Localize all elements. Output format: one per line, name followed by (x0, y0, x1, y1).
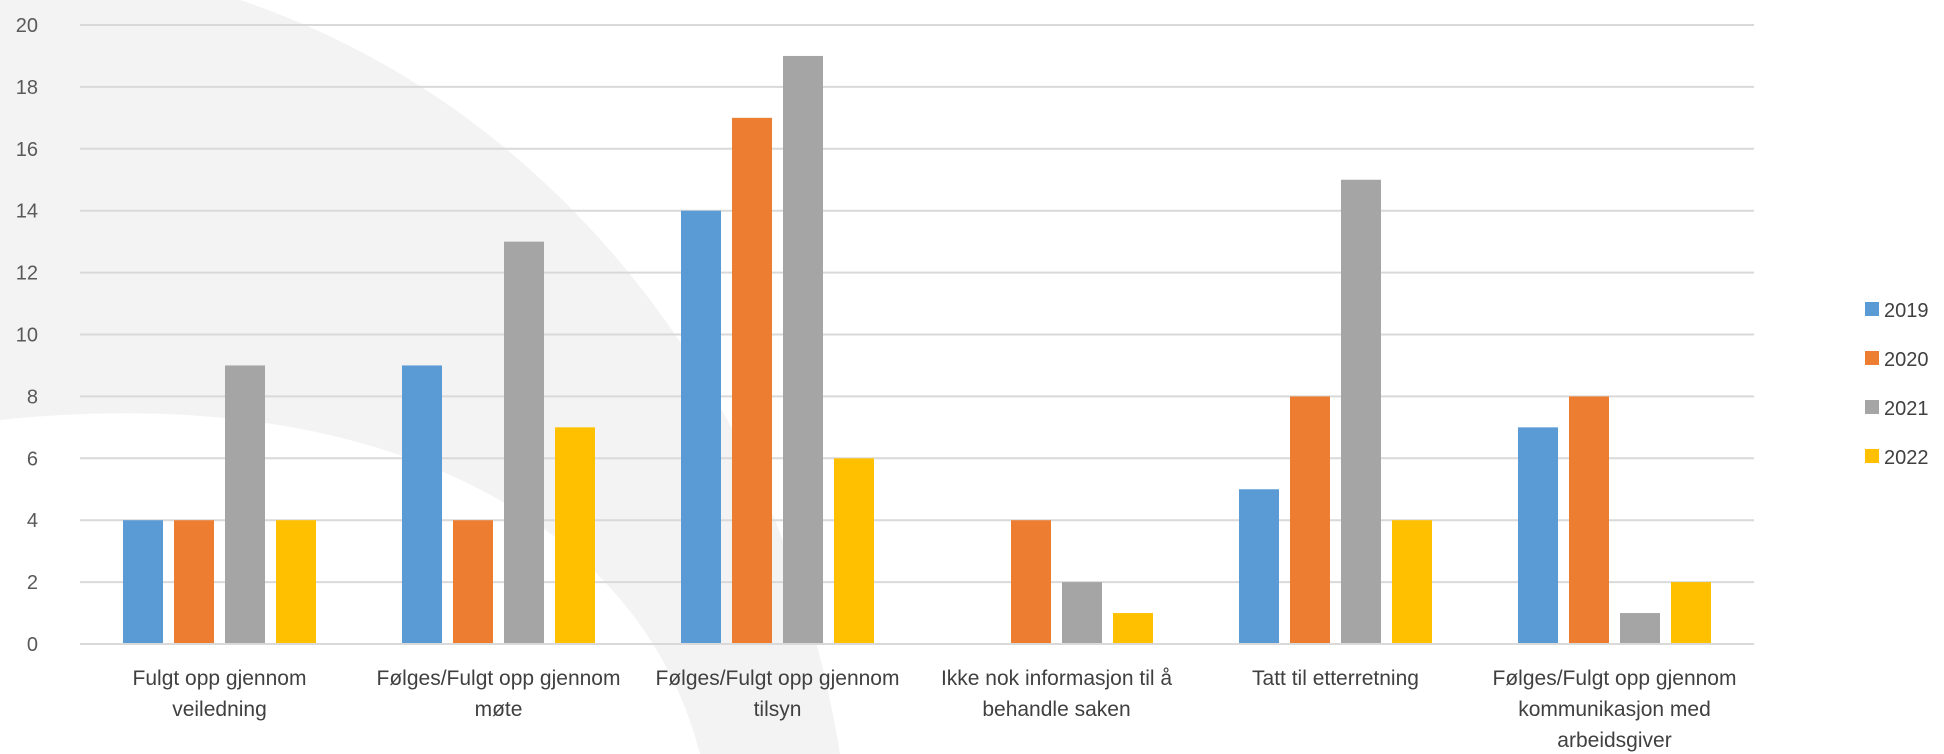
category-label: Følges/Fulgt opp gjennom (656, 667, 900, 690)
category-label: Fulgt opp gjennom (133, 667, 307, 690)
category-label: kommunikasjon med (1518, 698, 1711, 721)
legend-swatch-2021 (1865, 400, 1879, 414)
category-label: Tatt til etterretning (1252, 667, 1419, 690)
y-axis-tick-labels: 0 2 4 6 8 10 12 14 16 18 20 (16, 15, 38, 656)
y-tick-label: 18 (16, 77, 38, 99)
bar-2021 (225, 365, 265, 644)
legend: 2019 2020 2021 2022 (1865, 300, 1929, 469)
bar-2022 (276, 520, 316, 644)
y-tick-label: 4 (27, 510, 38, 532)
gridlines (80, 24, 1754, 584)
bar-2021 (1062, 582, 1102, 644)
legend-label-2021: 2021 (1884, 398, 1929, 420)
legend-swatch-2020 (1865, 351, 1879, 365)
legend-swatch-2019 (1865, 302, 1879, 316)
category-label: Ikke nok informasjon til å (941, 667, 1172, 690)
bar-2019 (1518, 427, 1558, 644)
bar-2020 (174, 520, 214, 644)
category-label: møte (475, 698, 523, 721)
legend-label-2019: 2019 (1884, 300, 1929, 322)
bar-2021 (504, 241, 544, 644)
legend-swatch-2022 (1865, 449, 1879, 463)
bar-2019 (123, 520, 163, 644)
bar-2019 (681, 210, 721, 644)
legend-label-2022: 2022 (1884, 447, 1929, 469)
category-label: veiledning (172, 698, 267, 721)
y-tick-label: 20 (16, 15, 38, 37)
category-label: arbeidsgiver (1557, 729, 1671, 752)
category-label: Følges/Fulgt opp gjennom (1493, 667, 1737, 690)
bar-2020 (1290, 396, 1330, 644)
bar-2019 (1239, 489, 1279, 644)
y-tick-label: 6 (27, 448, 38, 470)
bar-2020 (732, 117, 772, 645)
y-tick-label: 10 (16, 325, 38, 347)
bar-2020 (1011, 520, 1051, 644)
bars (123, 55, 1711, 645)
category-label: Følges/Fulgt opp gjennom (377, 667, 621, 690)
bar-2019 (402, 365, 442, 644)
bar-2021 (1341, 179, 1381, 644)
y-tick-label: 14 (16, 201, 38, 223)
bar-2022 (555, 427, 595, 644)
y-tick-label: 12 (16, 263, 38, 285)
x-axis-category-labels: Fulgt opp gjennom veiledning Følges/Fulgt … (133, 667, 1737, 752)
bar-2022 (1392, 520, 1432, 644)
bar-2022 (1671, 582, 1711, 644)
y-tick-label: 2 (27, 572, 38, 594)
bar-2020 (453, 520, 493, 644)
bar-2022 (1113, 613, 1153, 644)
y-tick-label: 16 (16, 139, 38, 161)
bar-2021 (783, 55, 823, 644)
y-tick-label: 0 (27, 634, 38, 656)
bar-2021 (1620, 613, 1660, 644)
bar-2022 (834, 458, 874, 644)
category-label: tilsyn (754, 698, 802, 721)
category-label: behandle saken (982, 698, 1130, 721)
bar-2020 (1569, 396, 1609, 644)
legend-label-2020: 2020 (1884, 349, 1929, 371)
y-tick-label: 8 (27, 386, 38, 408)
